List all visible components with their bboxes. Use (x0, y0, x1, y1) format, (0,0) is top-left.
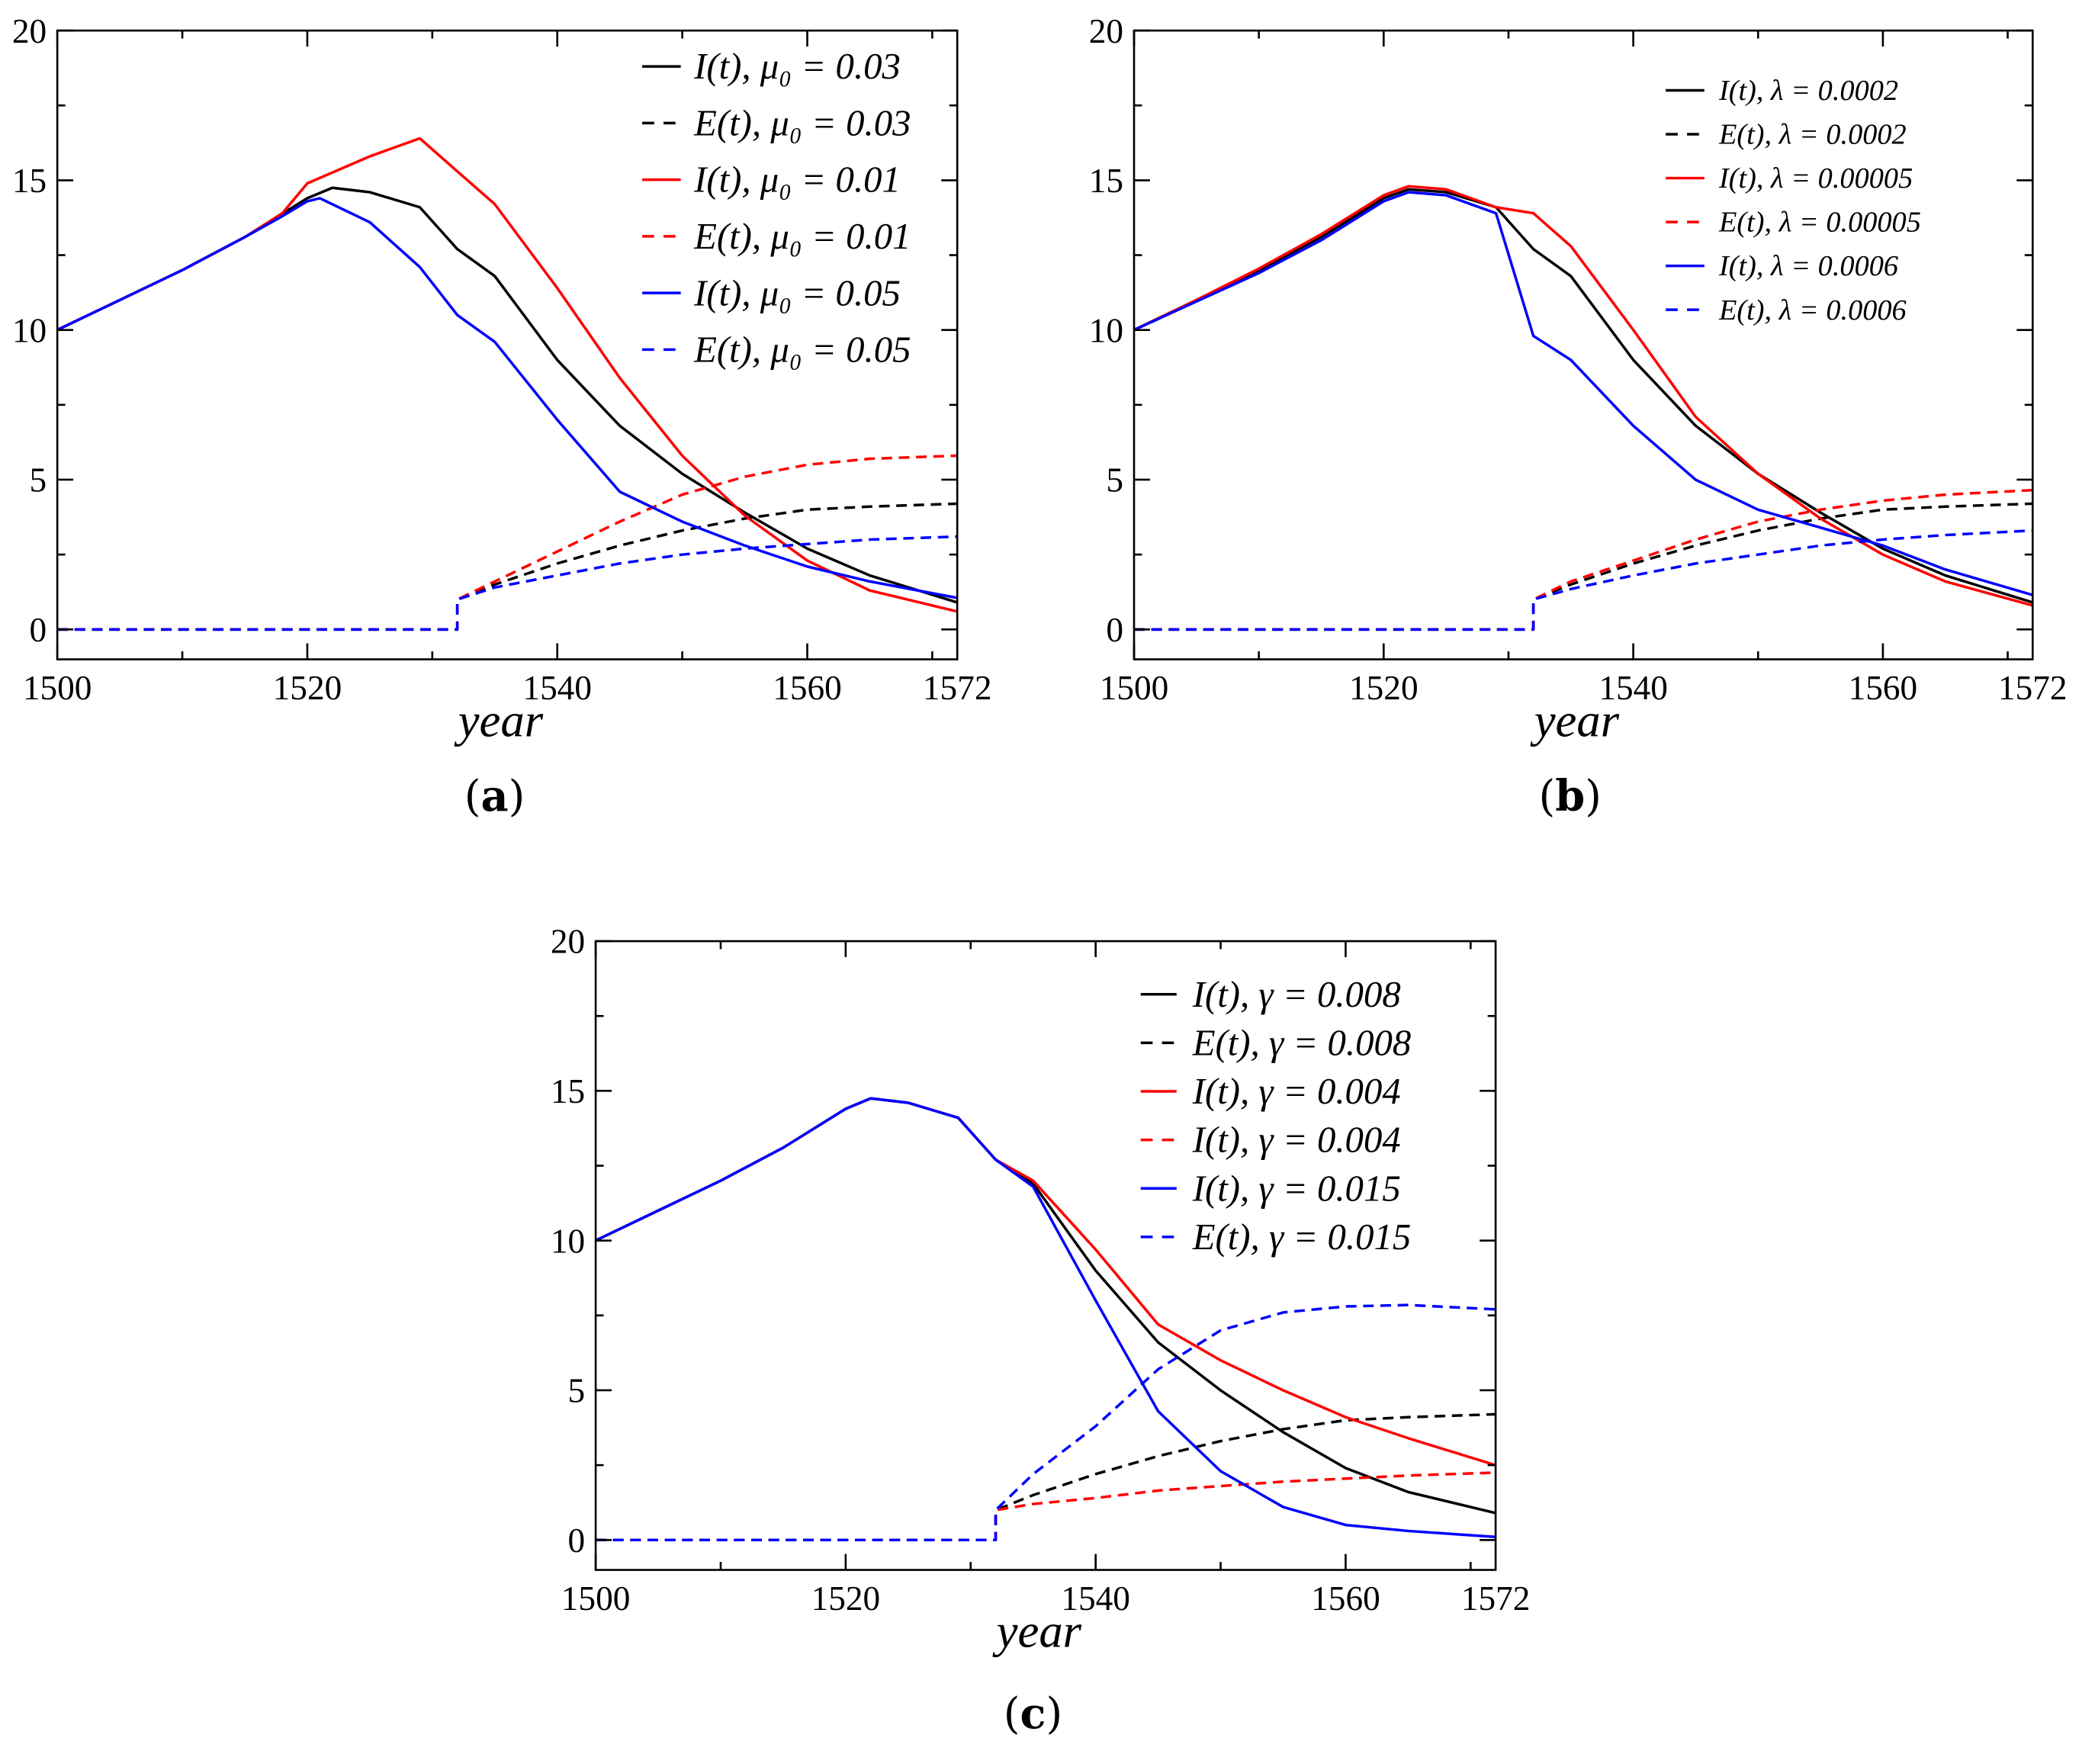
paren: ) (1585, 772, 1602, 821)
panel-b: 1500 1520 1540 1560 157205101520year(b)I(t),… (1089, 12, 2068, 821)
y-tick-label: 20 (12, 12, 47, 50)
legend-label: E(t), λ = 0.00005 (1718, 207, 1921, 239)
panel-letter: a (481, 772, 509, 821)
panel-letter: c (1020, 1689, 1046, 1739)
series-line-0 (1133, 188, 2033, 604)
x-tick-label: 1572 (1461, 1579, 1531, 1618)
y-tick-label: 0 (567, 1521, 585, 1560)
legend-label: I(t), γ = 0.015 (1192, 1168, 1401, 1209)
y-tick-label: 10 (551, 1222, 585, 1260)
x-tick-label: 1560 (1849, 669, 1918, 707)
panel-a: 1500 1520 1540 1560 157205101520year(a)I(t),… (12, 12, 992, 821)
panel-label: (a) (464, 772, 525, 821)
series-line-0 (595, 1097, 1496, 1515)
y-tick-label: 20 (551, 923, 585, 961)
y-tick-label: 10 (1089, 311, 1123, 349)
plot-frame (56, 29, 959, 660)
series-line-5 (1134, 529, 2033, 631)
x-tick-label: 1540 (1598, 669, 1668, 707)
legend-label: E(t), μ₀ = 0.05 (693, 329, 911, 371)
plot-frame (1133, 29, 2034, 660)
panel-label: (c) (1004, 1689, 1062, 1739)
y-tick-label: 5 (30, 461, 47, 500)
legend-label: E(t), λ = 0.0006 (1718, 294, 1907, 326)
series-line-4 (595, 1097, 1496, 1539)
series-line-4 (56, 197, 958, 599)
paren: ( (1004, 1689, 1020, 1739)
y-tick-label: 10 (12, 311, 47, 349)
legend-label: E(t), λ = 0.0002 (1718, 119, 1907, 151)
y-tick-label: 15 (1089, 162, 1123, 200)
y-tick-label: 20 (1089, 12, 1123, 50)
legend-label: E(t), γ = 0.008 (1192, 1023, 1412, 1064)
x-tick-label: 1540 (1061, 1579, 1130, 1618)
x-axis-title: year (992, 1605, 1082, 1658)
y-tick-label: 0 (1106, 611, 1123, 649)
x-tick-label: 1520 (811, 1579, 881, 1618)
plot-frame (594, 940, 1497, 1571)
legend-label: I(t), γ = 0.008 (1192, 974, 1401, 1015)
legend-label: I(t), λ = 0.0002 (1718, 75, 1898, 107)
legend-label: I(t), γ = 0.004 (1192, 1120, 1401, 1161)
panel-c: 1500 1520 1540 1560 157205101520year(c)I(t),… (551, 923, 1531, 1739)
legend-label: E(t), μ₀ = 0.01 (693, 216, 911, 257)
paren: ( (464, 772, 481, 821)
panel-label: (b) (1538, 772, 1602, 821)
x-tick-label: 1520 (1349, 669, 1419, 707)
x-tick-label: 1520 (273, 669, 342, 707)
series-line-4 (1133, 191, 2033, 596)
x-tick-label: 1500 (23, 669, 92, 707)
x-tick-label: 1572 (923, 669, 992, 707)
legend: I(t), μ₀ = 0.03 E(t), μ₀ = 0.03 I(t), μ₀ =… (642, 46, 911, 371)
series-line-1 (1134, 502, 2033, 631)
legend-label: I(t), λ = 0.00005 (1718, 162, 1913, 194)
legend: I(t), λ = 0.0002 E(t), λ = 0.0002 I(t), λ … (1666, 75, 1921, 326)
paren: ) (509, 772, 525, 821)
legend-label: I(t), λ = 0.0006 (1718, 250, 1898, 282)
series-line-5 (57, 535, 958, 631)
legend: I(t), γ = 0.008 E(t), γ = 0.008 I(t), γ = … (1140, 974, 1412, 1258)
paren: ( (1538, 772, 1555, 821)
series-line-3 (596, 1471, 1496, 1542)
y-tick-label: 15 (12, 162, 47, 200)
series-line-2 (56, 137, 958, 613)
paren: ) (1046, 1689, 1063, 1739)
legend-label: I(t), μ₀ = 0.01 (693, 159, 901, 201)
x-tick-label: 1500 (1100, 669, 1169, 707)
x-axis-title: year (1530, 694, 1620, 747)
x-tick-label: 1572 (1998, 669, 2068, 707)
legend-label: E(t), γ = 0.015 (1192, 1216, 1412, 1258)
x-tick-label: 1540 (522, 669, 592, 707)
x-tick-label: 1560 (1311, 1579, 1380, 1618)
x-tick-label: 1500 (561, 1579, 631, 1618)
legend-label: I(t), γ = 0.004 (1192, 1071, 1401, 1112)
x-axis-title: year (454, 694, 544, 747)
legend-label: I(t), μ₀ = 0.05 (693, 272, 901, 313)
y-tick-label: 5 (567, 1372, 585, 1410)
series-line-2 (1133, 185, 2033, 607)
y-tick-label: 15 (551, 1072, 585, 1110)
x-tick-label: 1560 (773, 669, 842, 707)
series-line-5 (596, 1303, 1496, 1542)
legend-label: E(t), μ₀ = 0.03 (693, 103, 911, 144)
y-tick-label: 0 (30, 611, 47, 649)
panel-letter: b (1555, 772, 1585, 821)
legend-label: I(t), μ₀ = 0.03 (693, 46, 901, 87)
y-tick-label: 5 (1106, 461, 1123, 500)
